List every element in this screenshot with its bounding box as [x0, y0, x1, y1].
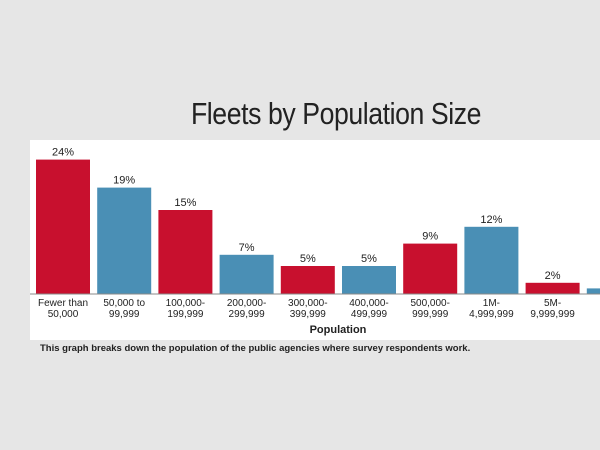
- x-tick-label: 300,000-: [288, 298, 327, 309]
- x-tick-label: 299,999: [229, 309, 266, 320]
- x-tick-label: 200,000-: [227, 298, 266, 309]
- bar: [525, 282, 580, 294]
- bar: [219, 254, 274, 294]
- bar: [36, 159, 90, 294]
- x-tick-label: 1M-: [483, 298, 500, 309]
- x-tick-label: 399,999: [290, 309, 327, 320]
- x-tick-label: 5M-: [544, 298, 561, 309]
- bar: [342, 266, 396, 294]
- x-tick-label: Fewer than: [38, 298, 88, 309]
- x-tick-label: 99,999: [109, 309, 140, 320]
- x-tick-label: 100,000-: [166, 298, 205, 309]
- data-label: 24%: [52, 147, 74, 159]
- data-label: 15%: [174, 197, 196, 209]
- x-tick-label: 400,000-: [349, 298, 388, 309]
- chart-caption: This graph breaks down the population of…: [40, 343, 471, 354]
- data-label: 19%: [113, 175, 135, 187]
- bar: [586, 288, 600, 294]
- x-tick-label: 9,999,999: [530, 309, 575, 320]
- x-tick-label: 500,000-: [410, 298, 449, 309]
- bar: [97, 187, 152, 294]
- x-tick-label: 499,999: [351, 309, 388, 320]
- data-label: 7%: [239, 242, 255, 254]
- x-axis-label: Population: [310, 324, 367, 336]
- data-label: 5%: [300, 253, 316, 265]
- bar: [280, 266, 335, 294]
- bar: [403, 243, 458, 294]
- chart-title: Fleets by Population Size: [190, 96, 482, 131]
- x-tick-label: 50,000 to: [103, 298, 145, 309]
- x-tick-label: 999,999: [412, 309, 449, 320]
- x-tick-label: 4,999,999: [469, 309, 514, 320]
- bar: [158, 210, 213, 294]
- data-label: 12%: [480, 214, 502, 226]
- bar: [464, 226, 519, 294]
- data-label: 2%: [545, 270, 561, 282]
- x-tick-label: 199,999: [167, 309, 204, 320]
- data-label: 9%: [422, 231, 438, 243]
- x-tick-label: 50,000: [48, 309, 79, 320]
- data-label: 5%: [361, 253, 377, 265]
